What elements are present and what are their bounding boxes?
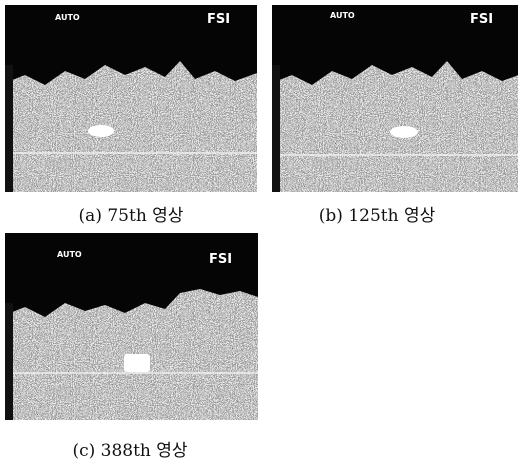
panel-image: AUTO FSI (272, 5, 518, 192)
overlay-label: AUTO (330, 11, 355, 20)
overlay-label: FSI (470, 12, 493, 27)
overlay-label: AUTO (57, 250, 82, 259)
panel-image: AUTO FSI (5, 233, 258, 420)
caption: (b) 125th 영상 (319, 206, 436, 226)
figure: AUTO FSI (a) 75th 영상 AUTO FSI (b) 125th … (0, 0, 523, 473)
caption: (a) 75th 영상 (79, 206, 184, 226)
overlay-label: FSI (209, 252, 232, 267)
overlay-label: AUTO (55, 13, 80, 22)
caption: (c) 388th 영상 (72, 441, 187, 461)
panel-image: AUTO FSI (5, 5, 257, 192)
overlay-label: FSI (207, 12, 230, 27)
